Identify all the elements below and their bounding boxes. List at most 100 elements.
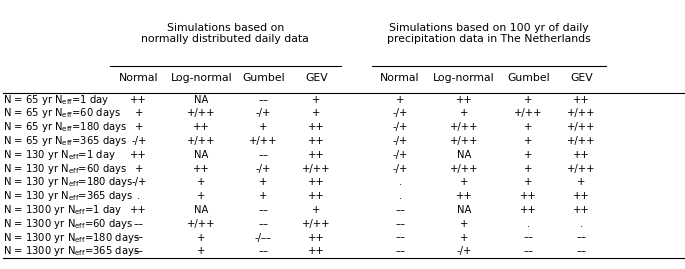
Text: ++: ++ xyxy=(573,150,590,160)
Text: N = 65 yr N$_\mathregular{eff}$=1 day: N = 65 yr N$_\mathregular{eff}$=1 day xyxy=(3,93,109,107)
Text: ++: ++ xyxy=(520,191,537,201)
Text: -/+: -/+ xyxy=(131,178,147,187)
Text: .: . xyxy=(527,219,530,229)
Text: ––: –– xyxy=(258,205,269,215)
Text: +: + xyxy=(577,178,586,187)
Text: +: + xyxy=(524,136,533,146)
Text: ––: –– xyxy=(258,95,269,105)
Text: Log-normal: Log-normal xyxy=(171,73,232,83)
Text: ++: ++ xyxy=(456,95,473,105)
Text: ––: –– xyxy=(134,219,144,229)
Text: ++: ++ xyxy=(130,95,147,105)
Text: +: + xyxy=(197,246,205,256)
Text: ++: ++ xyxy=(573,205,590,215)
Text: +/++: +/++ xyxy=(450,136,478,146)
Text: N = 1300 yr N$_\mathregular{eff}$=60 days: N = 1300 yr N$_\mathregular{eff}$=60 day… xyxy=(3,217,134,231)
Text: +/++: +/++ xyxy=(249,136,277,146)
Text: +: + xyxy=(312,205,321,215)
Text: +: + xyxy=(460,219,469,229)
Text: +/++: +/++ xyxy=(302,219,331,229)
Text: +: + xyxy=(396,95,404,105)
Text: ––: –– xyxy=(395,246,405,256)
Text: ++: ++ xyxy=(193,164,210,174)
Text: +: + xyxy=(197,233,205,243)
Text: ++: ++ xyxy=(308,122,325,132)
Text: N = 65 yr N$_\mathregular{eff}$=180 days: N = 65 yr N$_\mathregular{eff}$=180 days xyxy=(3,120,127,134)
Text: ++: ++ xyxy=(193,122,210,132)
Text: ––: –– xyxy=(395,205,405,215)
Text: +: + xyxy=(134,108,143,118)
Text: +: + xyxy=(524,150,533,160)
Text: N = 1300 yr N$_\mathregular{eff}$=1 day: N = 1300 yr N$_\mathregular{eff}$=1 day xyxy=(3,203,122,217)
Text: ––: –– xyxy=(523,246,534,256)
Text: -/+: -/+ xyxy=(393,150,408,160)
Text: +: + xyxy=(134,122,143,132)
Text: .: . xyxy=(580,219,583,229)
Text: -/+: -/+ xyxy=(393,122,408,132)
Text: -/+: -/+ xyxy=(393,108,408,118)
Text: Normal: Normal xyxy=(380,73,420,83)
Text: GEV: GEV xyxy=(305,73,328,83)
Text: -/––: -/–– xyxy=(255,233,272,243)
Text: ++: ++ xyxy=(573,191,590,201)
Text: N = 130 yr N$_\mathregular{eff}$=180 days: N = 130 yr N$_\mathregular{eff}$=180 day… xyxy=(3,175,134,189)
Text: Gumbel: Gumbel xyxy=(507,73,550,83)
Text: ++: ++ xyxy=(456,191,473,201)
Text: ––: –– xyxy=(134,233,144,243)
Text: +: + xyxy=(312,95,321,105)
Text: ––: –– xyxy=(258,150,269,160)
Text: +: + xyxy=(460,178,469,187)
Text: ––: –– xyxy=(395,219,405,229)
Text: ++: ++ xyxy=(573,95,590,105)
Text: .: . xyxy=(399,191,401,201)
Text: ––: –– xyxy=(577,233,586,243)
Text: Normal: Normal xyxy=(119,73,158,83)
Text: ––: –– xyxy=(134,246,144,256)
Text: +/++: +/++ xyxy=(450,164,478,174)
Text: N = 130 yr N$_\mathregular{eff}$=365 days: N = 130 yr N$_\mathregular{eff}$=365 day… xyxy=(3,189,134,203)
Text: ++: ++ xyxy=(130,205,147,215)
Text: ++: ++ xyxy=(308,136,325,146)
Text: +/++: +/++ xyxy=(567,122,596,132)
Text: ++: ++ xyxy=(308,178,325,187)
Text: +: + xyxy=(524,178,533,187)
Text: -/+: -/+ xyxy=(131,136,147,146)
Text: +: + xyxy=(460,233,469,243)
Text: ++: ++ xyxy=(308,191,325,201)
Text: +: + xyxy=(259,122,268,132)
Text: +/++: +/++ xyxy=(567,108,596,118)
Text: +: + xyxy=(259,178,268,187)
Text: N = 1300 yr N$_\mathregular{eff}$=365 days: N = 1300 yr N$_\mathregular{eff}$=365 da… xyxy=(3,244,140,258)
Text: -/+: -/+ xyxy=(393,136,408,146)
Text: +: + xyxy=(259,191,268,201)
Text: N = 65 yr N$_\mathregular{eff}$=365 days: N = 65 yr N$_\mathregular{eff}$=365 days xyxy=(3,134,127,148)
Text: NA: NA xyxy=(457,205,471,215)
Text: Simulations based on 100 yr of daily
precipitation data in The Netherlands: Simulations based on 100 yr of daily pre… xyxy=(387,23,591,44)
Text: +: + xyxy=(197,191,205,201)
Text: NA: NA xyxy=(457,150,471,160)
Text: NA: NA xyxy=(195,95,208,105)
Text: +/++: +/++ xyxy=(187,136,216,146)
Text: NA: NA xyxy=(195,150,208,160)
Text: +/++: +/++ xyxy=(187,219,216,229)
Text: ––: –– xyxy=(258,219,269,229)
Text: +/++: +/++ xyxy=(450,122,478,132)
Text: +: + xyxy=(312,108,321,118)
Text: -/+: -/+ xyxy=(393,164,408,174)
Text: +/++: +/++ xyxy=(514,108,543,118)
Text: ––: –– xyxy=(577,246,586,256)
Text: +/++: +/++ xyxy=(187,108,216,118)
Text: +: + xyxy=(460,108,469,118)
Text: ++: ++ xyxy=(308,233,325,243)
Text: -/+: -/+ xyxy=(456,246,472,256)
Text: ++: ++ xyxy=(308,246,325,256)
Text: ++: ++ xyxy=(520,205,537,215)
Text: -/+: -/+ xyxy=(256,108,271,118)
Text: +/++: +/++ xyxy=(567,164,596,174)
Text: +: + xyxy=(197,178,205,187)
Text: +: + xyxy=(524,122,533,132)
Text: N = 130 yr N$_\mathregular{eff}$=1 day: N = 130 yr N$_\mathregular{eff}$=1 day xyxy=(3,148,116,162)
Text: ––: –– xyxy=(523,233,534,243)
Text: N = 65 yr N$_\mathregular{eff}$=60 days: N = 65 yr N$_\mathregular{eff}$=60 days xyxy=(3,107,121,121)
Text: NA: NA xyxy=(195,205,208,215)
